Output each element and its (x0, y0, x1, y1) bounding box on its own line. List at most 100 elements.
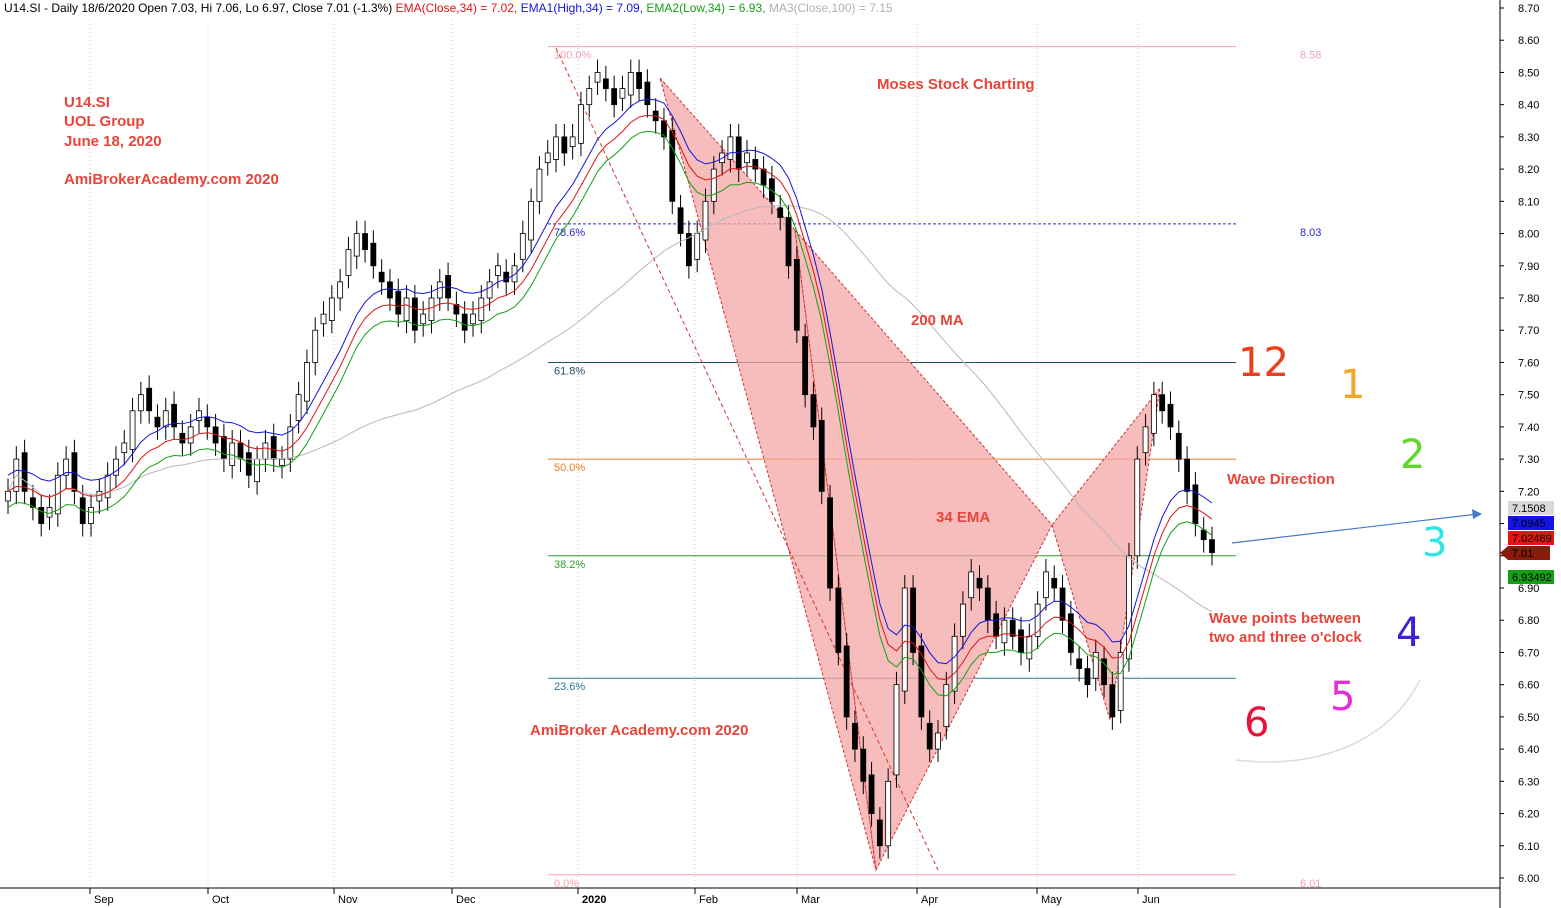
candle (627, 59, 634, 108)
candle (528, 188, 535, 253)
price-tag: 7.0945 (1508, 516, 1554, 530)
price-tick-label: 8.50 (1518, 67, 1539, 79)
company-title: UOL Group (64, 113, 145, 130)
candle (1167, 391, 1174, 440)
candle-body (411, 297, 418, 331)
price-tick-label: 7.30 (1518, 454, 1539, 466)
price-tick-label: 8.20 (1518, 164, 1539, 176)
candle-body (1109, 684, 1116, 718)
ema-close-line (7, 114, 1213, 681)
candle (353, 220, 360, 269)
candle (5, 478, 11, 514)
candle-body (511, 265, 518, 283)
candle (561, 124, 568, 166)
candle-body (1126, 555, 1132, 660)
candle-body (1059, 587, 1066, 621)
month-label: Dec (456, 894, 476, 906)
price-tick-label: 7.20 (1518, 486, 1539, 498)
candle-body (793, 258, 800, 331)
candle (544, 140, 551, 176)
candle (685, 220, 692, 279)
candle-body (1209, 539, 1215, 553)
candle-body (727, 136, 734, 160)
candle (1043, 559, 1049, 611)
header-symbol: U14.SI - Daily 18/6/2020 Open 7.03, Hi 7… (4, 1, 893, 15)
ma200-annotation: 200 MA (911, 312, 964, 329)
candle-body (370, 242, 377, 267)
ma100-line (7, 205, 1213, 613)
candle-body (685, 233, 692, 267)
candle-body (104, 474, 111, 499)
fib-level-value: 8.58 (1300, 50, 1321, 62)
price-tag-label: 7.02489 (1512, 533, 1552, 545)
candle-body (669, 130, 676, 202)
price-tag-box (1508, 531, 1554, 545)
clock-arc (1235, 679, 1421, 763)
fib-level-label: 38.2% (554, 559, 585, 571)
candle (893, 671, 900, 788)
price-tick-label: 6.20 (1518, 809, 1539, 821)
candle (669, 117, 676, 215)
candle-body (594, 72, 601, 83)
wave-direction-arrow (1231, 513, 1479, 544)
candle (287, 414, 294, 472)
grid (89, 20, 1139, 888)
candle-body (827, 497, 833, 589)
candle-body (619, 88, 626, 99)
candle-body (843, 645, 850, 718)
candle-body (818, 420, 825, 492)
candle-body (71, 452, 78, 492)
candle-body (129, 410, 136, 450)
price-tags: 7.1508 7.0945 7.02489 7.01 6.93492 (1500, 501, 1554, 584)
candle (976, 565, 983, 601)
candle (295, 381, 302, 434)
candle-body (868, 774, 875, 814)
candle (677, 194, 684, 247)
candle-body (337, 281, 344, 299)
harmonic-pattern (555, 47, 1161, 872)
fib-level-value: 8.03 (1300, 227, 1321, 239)
candle-body (1026, 635, 1033, 660)
wave-direction-arrowhead (1472, 509, 1482, 519)
candle (1101, 646, 1107, 698)
candle (594, 59, 601, 95)
candle (519, 220, 526, 273)
candle-body (146, 387, 153, 412)
price-tag-label: 6.93492 (1512, 572, 1552, 584)
candle-body (993, 613, 1000, 637)
candle (744, 140, 750, 176)
candle-body (627, 72, 634, 96)
candle (470, 301, 476, 337)
candle (1134, 446, 1141, 569)
candle-body (312, 329, 319, 363)
candle-body (926, 722, 933, 750)
candle (569, 124, 576, 160)
candle (943, 671, 950, 740)
candle-body (345, 249, 352, 276)
price-tick-label: 6.00 (1518, 873, 1539, 885)
candle (661, 107, 667, 150)
candle-body (254, 458, 261, 483)
price-tick-label: 8.00 (1518, 229, 1539, 241)
header: U14.SI - Daily 18/6/2020 Open 7.03, Hi 7… (4, 1, 893, 15)
candle-body (1167, 403, 1174, 428)
candle-body (486, 281, 493, 299)
candle-body (121, 442, 128, 454)
candle-body (30, 497, 36, 508)
candle (154, 404, 161, 440)
candle-body (220, 436, 227, 460)
clock-number: 2 (1400, 432, 1425, 478)
candle-body (229, 442, 236, 466)
candle (793, 246, 800, 344)
candle (1209, 526, 1215, 566)
candle-body (1067, 613, 1074, 653)
candle (345, 236, 352, 289)
candle (312, 317, 319, 376)
clock-number: 6 (1244, 700, 1269, 746)
price-axis: 6.00 6.10 6.20 6.30 6.40 6.50 6.60 6.70 6.80 6.90… (1499, 0, 1539, 908)
candle-body (984, 587, 991, 621)
price-tick-label: 8.10 (1518, 196, 1539, 208)
candle-body (378, 271, 385, 283)
price-tick-label: 6.50 (1518, 712, 1539, 724)
candle-body (544, 152, 551, 164)
